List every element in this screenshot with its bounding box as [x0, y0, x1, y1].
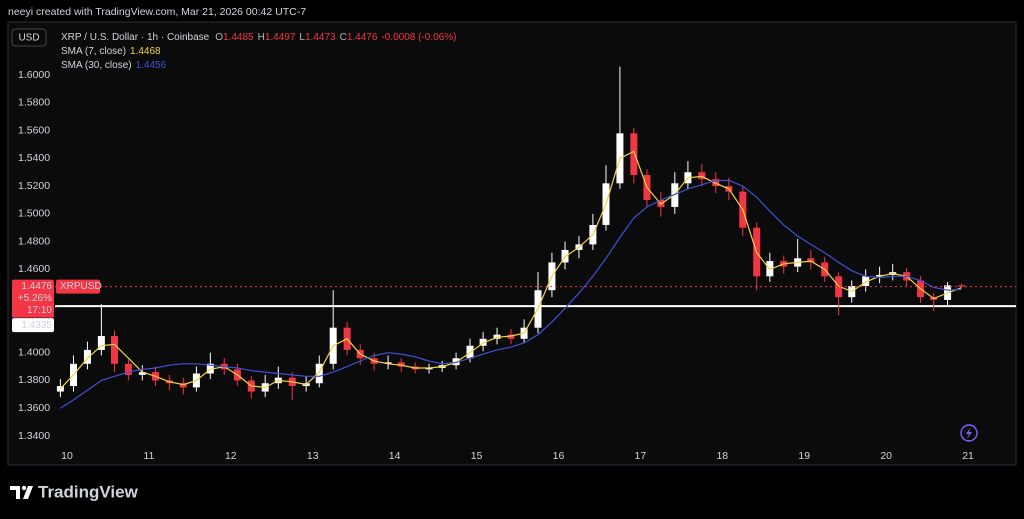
change-label: +5.26% — [18, 293, 52, 304]
y-tick-label: 1.5600 — [18, 124, 50, 136]
x-tick-label: 10 — [61, 450, 73, 462]
candle-body — [83, 349, 91, 364]
sma-line — [60, 179, 962, 409]
candle-body — [179, 383, 187, 388]
sma-legend: SMA (7, close) 1.4468 — [61, 46, 161, 57]
candle-body — [479, 338, 487, 346]
price-label: 1.4476 — [21, 281, 52, 292]
ohlc-key: L — [299, 32, 305, 43]
x-tick-label: 11 — [143, 450, 154, 462]
y-tick-label: 1.4000 — [18, 346, 50, 358]
brand-logo — [10, 485, 33, 499]
currency[interactable]: USD — [18, 33, 39, 44]
candle-body — [206, 363, 214, 374]
candle-body — [425, 367, 433, 370]
candle-body — [862, 276, 870, 287]
x-tick-label: 19 — [798, 450, 810, 462]
sma-value: 1.4468 — [130, 46, 161, 57]
y-tick-label: 1.5800 — [18, 97, 50, 109]
y-tick-label: 1.3400 — [18, 430, 50, 442]
ohlc: O1.4485 H1.4497 L1.4473 C1.4476 — [215, 32, 378, 43]
y-tick-label: 1.3600 — [18, 402, 50, 414]
x-tick-label: 21 — [962, 450, 974, 462]
change: -0.0008 (-0.06%) — [381, 32, 456, 43]
ohlc-value: 1.4485 — [223, 32, 254, 43]
candle-body — [630, 133, 638, 175]
y-tick-label: 1.5200 — [18, 180, 50, 192]
x-tick-label: 15 — [471, 450, 483, 462]
x-tick-label: 13 — [307, 450, 319, 462]
y-tick-label: 1.6000 — [18, 69, 50, 81]
candle-body — [493, 334, 501, 339]
chart-panel — [7, 21, 1017, 466]
symbol-label-box — [56, 279, 100, 294]
y-tick-label: 1.3800 — [18, 374, 50, 386]
sma-name: SMA (7, close) — [61, 46, 126, 57]
x-tick-label: 14 — [389, 450, 401, 462]
ohlc-key: H — [258, 32, 265, 43]
symbol-label: XRPUSD — [60, 281, 102, 292]
sma-value: 1.4456 — [136, 60, 167, 71]
y-tick-label: 1.5000 — [18, 208, 50, 220]
candle-body — [97, 336, 105, 350]
candle-body — [397, 362, 405, 367]
x-tick-label: 12 — [225, 450, 237, 462]
y-tick-label: 1.5400 — [18, 152, 50, 164]
brand: TradingView — [38, 482, 139, 501]
candle-body — [124, 363, 132, 375]
watermark: neeyi created with TradingView.com, Mar … — [8, 6, 306, 18]
y-tick-label: 1.4800 — [18, 235, 50, 247]
ohlc-value: 1.4473 — [305, 32, 336, 43]
x-tick-label: 20 — [880, 450, 892, 462]
sma-name: SMA (30, close) — [61, 60, 132, 71]
symbol: XRP / U.S. Dollar · 1h · Coinbase — [61, 32, 210, 43]
line-label: 1.4335 — [21, 320, 52, 331]
sma-legend: SMA (30, close) 1.4456 — [61, 60, 167, 71]
symbol-legend: XRP / U.S. Dollar · 1h · Coinbase O1.4485… — [61, 32, 456, 43]
candle-body — [958, 285, 966, 287]
price-label-box — [12, 279, 54, 318]
ohlc-value: 1.4476 — [347, 32, 378, 43]
y-tick-label: 1.4600 — [18, 263, 50, 275]
x-tick-label: 18 — [716, 450, 728, 462]
replay-icon[interactable] — [960, 424, 978, 442]
candle-body — [698, 172, 706, 180]
currency-button[interactable] — [11, 28, 47, 47]
countdown-label: 17:10 — [27, 305, 52, 316]
x-tick-label: 16 — [553, 450, 565, 462]
ohlc-value: 1.4497 — [265, 32, 296, 43]
ohlc-key: O — [215, 32, 223, 43]
candle-body — [835, 276, 843, 298]
x-tick-label: 17 — [635, 450, 647, 462]
candle-body — [110, 336, 118, 364]
candle-body — [807, 258, 815, 263]
sma-line — [59, 150, 962, 390]
candle-body — [384, 362, 392, 364]
candle-body — [138, 372, 146, 375]
candle-body — [315, 363, 323, 384]
candle-body — [507, 334, 515, 339]
ohlc-key: C — [340, 32, 347, 43]
candle-body — [876, 274, 884, 277]
line-label-box — [12, 318, 54, 333]
plot-area — [55, 66, 1016, 409]
